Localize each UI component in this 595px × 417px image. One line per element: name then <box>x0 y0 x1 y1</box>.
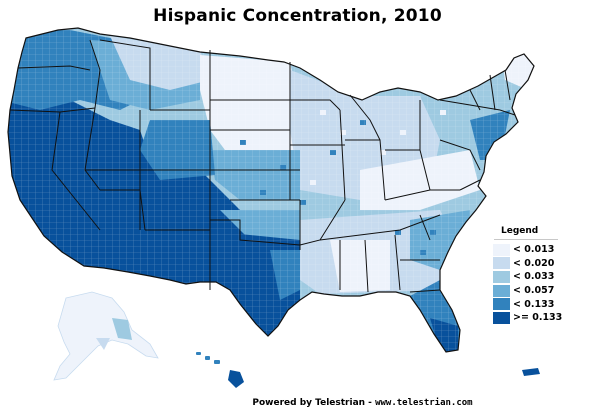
legend-title: Legend <box>501 226 539 236</box>
legend-label: < 0.020 <box>513 257 555 269</box>
legend-rows: < 0.013 < 0.020 < 0.033 < 0.057 < 0.133 >= 0.… <box>493 243 562 325</box>
alaska <box>53 291 159 381</box>
footer-prefix: Powered by Telestrian - <box>252 398 376 408</box>
legend-row: < 0.133 <box>493 297 562 311</box>
legend-label: < 0.057 <box>513 285 555 297</box>
legend-row: < 0.033 <box>493 270 562 284</box>
legend-swatch <box>493 243 510 256</box>
footer-credit: Powered by Telestrian - www.telestrian.c… <box>0 398 595 408</box>
legend-label: >= 0.133 <box>513 312 563 324</box>
legend-divider <box>494 239 558 240</box>
legend-label: < 0.133 <box>513 298 555 310</box>
hawaii <box>196 352 244 388</box>
legend-row: < 0.013 <box>493 243 562 257</box>
legend-swatch <box>493 284 510 297</box>
legend-row: >= 0.133 <box>493 311 562 325</box>
legend-label: < 0.033 <box>513 271 555 283</box>
map-title: Hispanic Concentration, 2010 <box>153 6 442 26</box>
legend-swatch <box>493 270 510 283</box>
legend-swatch <box>493 298 510 311</box>
legend-label: < 0.013 <box>513 244 555 256</box>
legend-row: < 0.057 <box>493 284 562 298</box>
legend-swatch <box>493 257 510 270</box>
footer-link[interactable]: www.telestrian.com <box>375 398 473 408</box>
legend-swatch <box>493 311 510 324</box>
state-borders <box>9 39 516 293</box>
legend-row: < 0.020 <box>493 257 562 271</box>
puerto-rico <box>522 368 540 376</box>
map-legend: Legend < 0.013 < 0.020 < 0.033 < 0.057 < 0.1… <box>488 226 568 324</box>
